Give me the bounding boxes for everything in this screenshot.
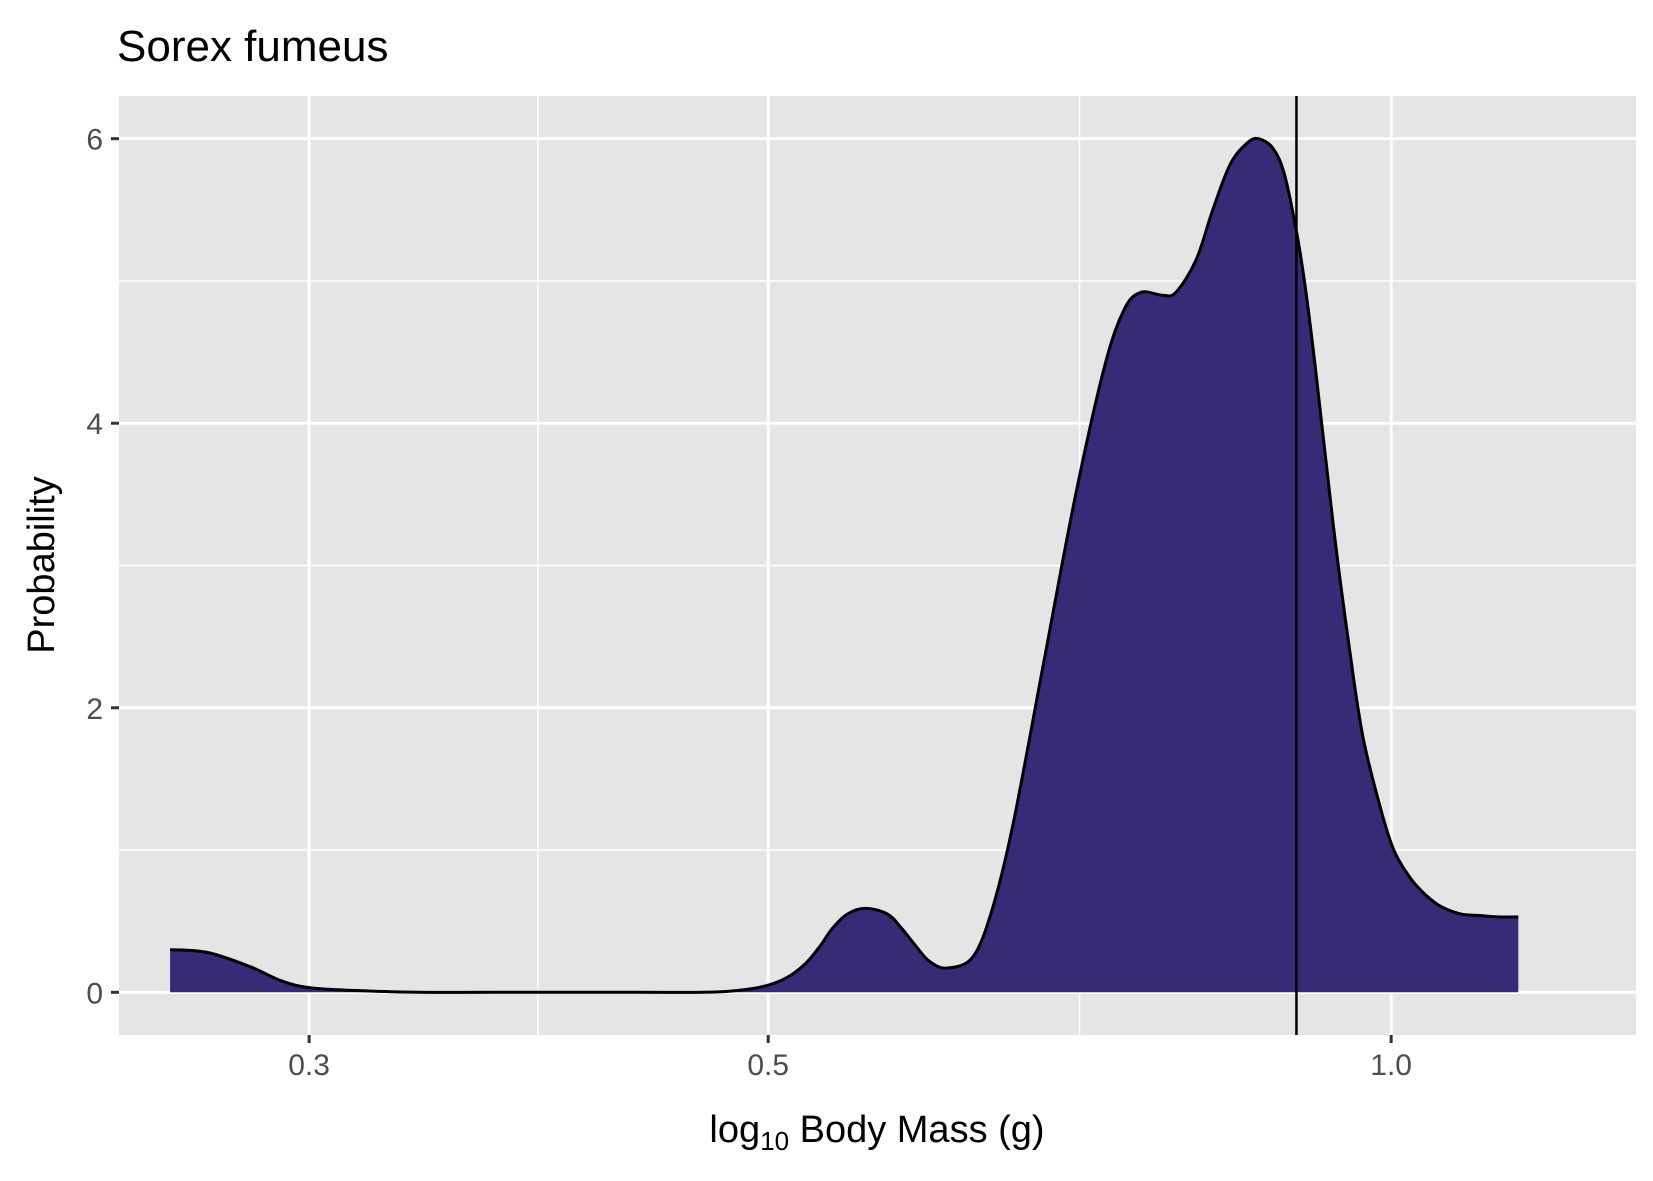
chart-title: Sorex fumeus	[117, 22, 388, 71]
density-curve	[169, 136, 1519, 994]
x-tick-label: 0.5	[747, 1049, 789, 1082]
density-area	[170, 138, 1519, 993]
x-tick-label: 0.3	[288, 1049, 330, 1082]
y-tick-label: 6	[86, 124, 103, 157]
x-axis-title-rest: Body Mass (g)	[789, 1109, 1045, 1151]
y-axis-title: Probability	[21, 476, 63, 653]
y-tick-label: 0	[86, 977, 103, 1010]
y-tick-label: 4	[86, 408, 103, 441]
x-axis: 0.3 0.5 1.0	[288, 1035, 1412, 1082]
x-axis-title-log: log	[709, 1109, 760, 1151]
y-axis: 0 2 4 6	[86, 124, 119, 1010]
x-tick-label: 1.0	[1370, 1049, 1412, 1082]
y-tick-label: 2	[86, 693, 103, 726]
x-axis-title-subscript: 10	[760, 1126, 789, 1156]
x-axis-title: log10 Body Mass (g)	[709, 1109, 1044, 1156]
